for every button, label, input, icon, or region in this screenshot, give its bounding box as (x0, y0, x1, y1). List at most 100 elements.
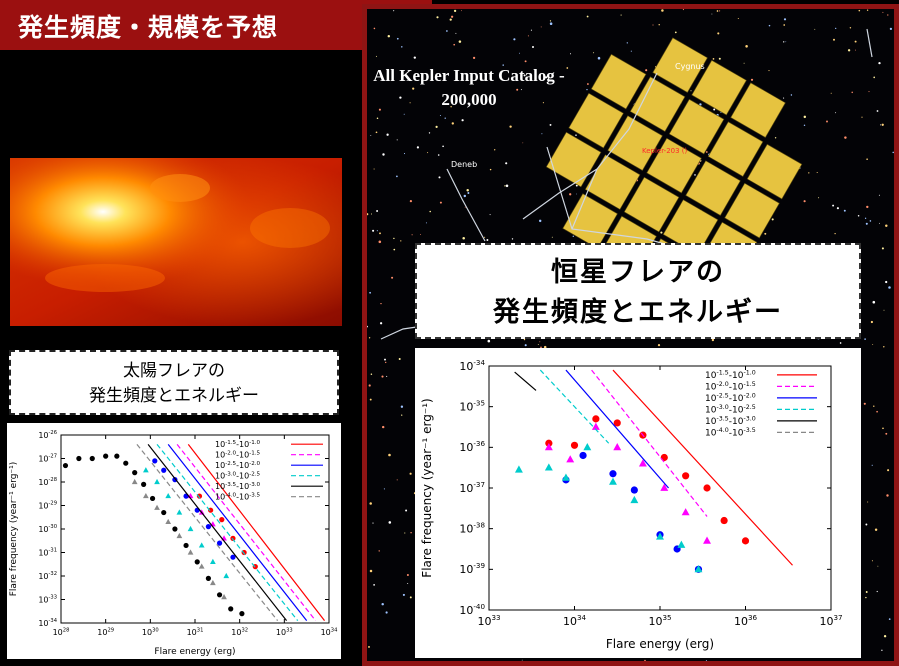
ccd-module (629, 76, 686, 132)
x-tick-label: 1037 (819, 613, 842, 628)
x-tick-label: 1030 (142, 627, 159, 637)
data-point (89, 455, 95, 462)
data-point (152, 458, 158, 464)
data-point (221, 594, 227, 600)
y-tick-label: 10-31 (38, 548, 57, 558)
stellar-flare-chart: 1033 1034 1035 1036 1037 10-34 10-35 10-36 10-37… (420, 358, 843, 651)
data-point (176, 509, 183, 515)
fit-line (176, 444, 317, 622)
legend-label: 10-2.0-10-1.5 (215, 450, 261, 459)
fit-line (167, 444, 308, 622)
y-axis-label: Flare frequency (year⁻¹ erg⁻¹) (9, 462, 19, 597)
fit-line (147, 444, 288, 622)
legend-label: 10-3.0-10-2.5 (705, 404, 756, 416)
y-tick-label: 10-27 (38, 454, 57, 464)
data-point (682, 472, 690, 480)
data-point (660, 483, 669, 491)
stellar-flare-label: 恒星フレアの 発生頻度とエネルギー (415, 243, 861, 339)
x-tick-label: 1032 (231, 627, 248, 637)
ccd-module (652, 37, 708, 93)
data-point (143, 467, 149, 473)
x-axis-label: Flare energy (erg) (154, 647, 235, 657)
ccd-module (724, 182, 780, 239)
data-point (514, 465, 523, 473)
x-tick-label: 1036 (734, 613, 758, 628)
data-point (187, 525, 194, 532)
data-point (161, 509, 167, 516)
plot-frame (488, 365, 832, 611)
data-point (219, 517, 225, 523)
data-point (205, 575, 211, 581)
ccd-module (730, 82, 786, 138)
data-point (141, 481, 147, 487)
data-point (613, 419, 621, 427)
data-point (592, 415, 600, 423)
y-tick-label: 10-35 (459, 399, 485, 414)
fit-line (156, 444, 299, 622)
data-point (131, 478, 138, 485)
data-point (149, 495, 156, 502)
data-point (196, 493, 203, 499)
y-tick-label: 10-32 (38, 571, 57, 581)
kepler-caption-line2: 200,000 (441, 90, 497, 109)
fit-line (136, 444, 279, 622)
stellar-label-line1: 恒星フレアの (551, 257, 725, 288)
data-point (609, 470, 617, 478)
data-point (143, 492, 149, 499)
ccd-module (562, 193, 618, 249)
data-point (544, 463, 553, 471)
data-point (114, 453, 120, 459)
y-tick-label: 10-34 (38, 618, 57, 628)
data-point (703, 536, 711, 544)
constellation-lines (380, 28, 873, 340)
y-tick-label: 10-37 (459, 480, 485, 495)
kepler-caption: All Kepler Input Catalog - 200,000 (338, 64, 600, 112)
data-point (609, 477, 617, 485)
data-point (566, 455, 575, 463)
y-tick-label: 10-39 (459, 561, 485, 576)
data-point (216, 540, 223, 546)
solar-label-line2: 発生頻度とエネルギー (89, 386, 259, 406)
data-point (720, 516, 728, 525)
data-point (154, 478, 160, 485)
fit-line (539, 369, 610, 444)
data-point (132, 470, 138, 476)
legend-label: 10-1.5-10-1.0 (215, 440, 261, 449)
legend-label: 10-3.5-10-3.0 (705, 415, 756, 427)
data-point (103, 453, 109, 459)
legend-label: 10-3.0-10-2.5 (215, 471, 261, 480)
data-point (154, 504, 160, 510)
plot-frame (60, 434, 330, 624)
data-point (741, 537, 750, 545)
legend-label: 10-4.0-10-3.5 (705, 427, 756, 439)
x-tick-label: 1033 (276, 627, 293, 637)
fit-line (591, 369, 708, 517)
y-tick-label: 10-30 (38, 524, 57, 534)
data-point (681, 508, 690, 516)
fit-line (514, 371, 537, 391)
data-point (660, 453, 668, 462)
ccd-module (568, 92, 624, 149)
x-tick-label: 1033 (477, 613, 500, 628)
data-point (161, 467, 167, 473)
x-tick-label: 1035 (648, 613, 671, 628)
y-tick-label: 10-26 (38, 430, 57, 440)
data-point (228, 606, 234, 612)
legend-label: 10-2.5-10-2.0 (215, 461, 261, 470)
data-point (165, 518, 172, 525)
ccd-module (646, 137, 702, 194)
y-tick-label: 10-33 (38, 595, 57, 605)
fit-line (565, 369, 670, 489)
solar-label-line1: 太陽フレアの (123, 361, 225, 381)
ccd-module (607, 115, 663, 171)
data-point (210, 558, 216, 564)
ccd-module (668, 98, 725, 155)
data-point (183, 542, 189, 549)
ccd-module (707, 121, 764, 177)
y-tick-label: 10-38 (459, 521, 485, 536)
data-point (570, 441, 579, 449)
data-point (561, 473, 570, 481)
ccd-module (590, 53, 647, 110)
target-star-label: Kepler-203 () (642, 147, 688, 155)
plot-area (62, 444, 326, 622)
